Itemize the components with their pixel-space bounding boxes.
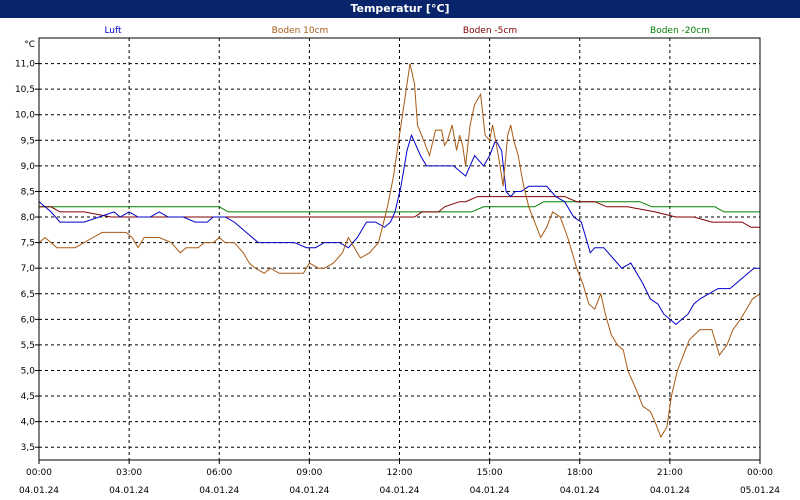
y-tick-label: 3,5 bbox=[21, 443, 35, 453]
y-tick-label: 9,0 bbox=[21, 162, 36, 172]
series-lines bbox=[38, 63, 761, 439]
series-line-luft bbox=[38, 133, 760, 326]
y-tick-label: 7,0 bbox=[21, 264, 36, 274]
y-tick-label: 8,5 bbox=[21, 187, 35, 197]
x-tick-date: 04.01.24 bbox=[199, 486, 239, 496]
y-tick-label: 6,5 bbox=[21, 290, 35, 300]
x-tick-time: 00:00 bbox=[26, 468, 52, 478]
y-axis-label: °C bbox=[24, 40, 35, 50]
legend: Luft Boden 10cm Boden -5cm Boden -20cm bbox=[104, 26, 710, 36]
x-tick-time: 12:00 bbox=[387, 468, 413, 478]
chart-title: Temperatur [°C] bbox=[0, 0, 800, 18]
chart-background bbox=[0, 18, 800, 500]
x-tick-time: 15:00 bbox=[477, 468, 503, 478]
y-tick-label: 5,5 bbox=[21, 341, 35, 351]
y-tick-label: 5,0 bbox=[21, 366, 36, 376]
y-tick-label: 4,5 bbox=[21, 392, 35, 402]
series-line-boden-10cm bbox=[38, 63, 761, 439]
x-tick-time: 00:00 bbox=[747, 468, 773, 478]
x-tick-date: 04.01.24 bbox=[19, 486, 59, 496]
y-tick-label: 10,0 bbox=[15, 111, 35, 121]
x-tick-date: 04.01.24 bbox=[109, 486, 149, 496]
x-tick-date: 04.01.24 bbox=[470, 486, 510, 496]
y-tick-label: 11,0 bbox=[15, 60, 35, 70]
axes: 3,5 4,0 4,5 5,0 5,5 6,0 6,5 7,0 7,5 8,0 8,5 9,0 9,5 1… bbox=[15, 37, 780, 496]
y-tick-label: 4,0 bbox=[21, 418, 36, 428]
grid bbox=[39, 38, 760, 460]
series-line-boden-20cm bbox=[39, 201, 760, 213]
x-tick-time: 03:00 bbox=[116, 468, 142, 478]
plot-border bbox=[38, 37, 761, 461]
x-tick-date: 04.01.24 bbox=[289, 486, 329, 496]
x-tick-time: 09:00 bbox=[296, 468, 322, 478]
x-tick-time: 21:00 bbox=[657, 468, 683, 478]
x-tick-date: 04.01.24 bbox=[560, 486, 600, 496]
legend-entry: Boden -5cm bbox=[463, 26, 517, 36]
chart-canvas: 3,5 4,0 4,5 5,0 5,5 6,0 6,5 7,0 7,5 8,0 8,5 9,0 9,5 1… bbox=[0, 18, 800, 500]
x-tick-date: 04.01.24 bbox=[379, 486, 419, 496]
y-tick-label: 9,5 bbox=[21, 136, 35, 146]
y-tick-label: 10,5 bbox=[15, 85, 35, 95]
y-tick-label: 8,0 bbox=[21, 213, 36, 223]
legend-entry: Luft bbox=[104, 26, 122, 36]
y-tick-label: 6,0 bbox=[21, 315, 36, 325]
x-tick-time: 18:00 bbox=[567, 468, 593, 478]
x-tick-date: 05.01.24 bbox=[740, 486, 780, 496]
legend-entry: Boden -20cm bbox=[650, 26, 710, 36]
x-tick-date: 04.01.24 bbox=[650, 486, 690, 496]
x-tick-time: 06:00 bbox=[206, 468, 232, 478]
legend-entry: Boden 10cm bbox=[272, 26, 329, 36]
y-tick-label: 7,5 bbox=[21, 239, 35, 249]
